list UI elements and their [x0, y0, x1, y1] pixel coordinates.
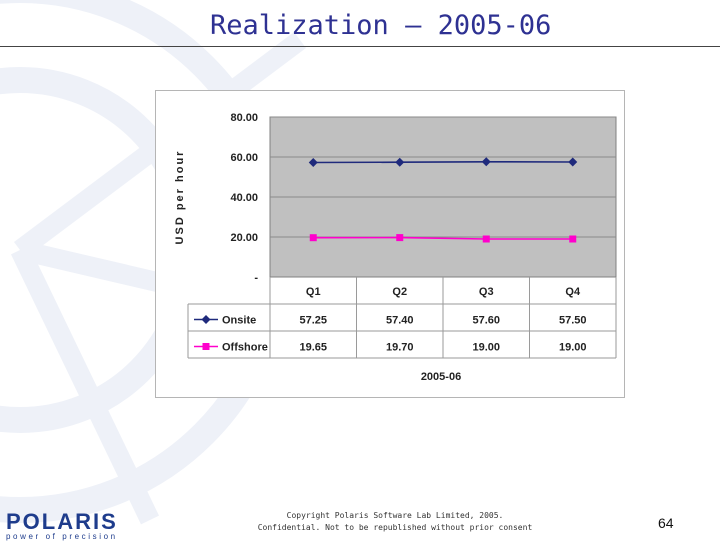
data-label-onsite: 57.60	[472, 315, 500, 327]
data-point-offshore	[569, 235, 577, 243]
legend-marker-onsite	[201, 315, 211, 324]
data-label-offshore: 19.70	[386, 342, 414, 354]
polaris-logo: POLARIS power of precision	[6, 509, 118, 541]
logo-tagline: power of precision	[6, 532, 118, 541]
legend-marker-offshore	[202, 343, 210, 350]
data-label-offshore: 19.00	[472, 342, 500, 354]
data-point-onsite	[395, 157, 405, 167]
series-line-offshore	[313, 236, 573, 240]
data-label-onsite: 57.25	[299, 315, 327, 327]
data-label-onsite: 57.40	[386, 315, 414, 327]
x-tick-label: Q2	[392, 286, 407, 298]
series-line-onsite	[313, 160, 573, 164]
y-tick-label: -	[254, 272, 258, 284]
y-tick-label: 80.00	[230, 112, 258, 124]
chart-frame: - 20.00 40.00 60.00 80.00 USD per hour Q1 Q2 Q3 Q…	[155, 90, 625, 398]
data-point-onsite	[308, 158, 318, 167]
data-label-offshore: 19.00	[559, 342, 587, 354]
slide-title: Realization – 2005-06	[210, 10, 552, 41]
page-number: 64	[658, 515, 674, 531]
x-tick-label: Q3	[479, 286, 494, 298]
data-label-offshore: 19.65	[299, 342, 327, 354]
x-tick-label: Q4	[565, 286, 581, 298]
data-point-offshore	[396, 234, 404, 242]
data-point-offshore	[482, 235, 490, 243]
copyright-footer: Copyright Polaris Software Lab Limited, …	[250, 510, 540, 534]
legend-label-offshore: Offshore	[222, 342, 268, 354]
x-axis-label: 2005-06	[421, 371, 461, 383]
y-tick-label: 20.00	[230, 232, 258, 244]
data-label-onsite: 57.50	[559, 315, 587, 327]
footer-line-2: Confidential. Not to be republished with…	[257, 523, 533, 532]
y-tick-label: 40.00	[230, 192, 258, 204]
x-tick-label: Q1	[306, 286, 321, 298]
legend-label-onsite: Onsite	[222, 315, 256, 327]
title-divider	[0, 46, 720, 47]
y-axis-label: USD per hour	[174, 150, 186, 245]
footer-line-1: Copyright Polaris Software Lab Limited, …	[286, 511, 504, 520]
logo-wordmark: POLARIS	[6, 509, 118, 534]
data-point-offshore	[309, 234, 317, 242]
data-point-onsite	[568, 157, 578, 167]
y-tick-label: 60.00	[230, 152, 258, 164]
data-point-onsite	[481, 157, 491, 167]
line-chart: - 20.00 40.00 60.00 80.00 USD per hour Q1 Q2 Q3 Q…	[174, 112, 617, 383]
